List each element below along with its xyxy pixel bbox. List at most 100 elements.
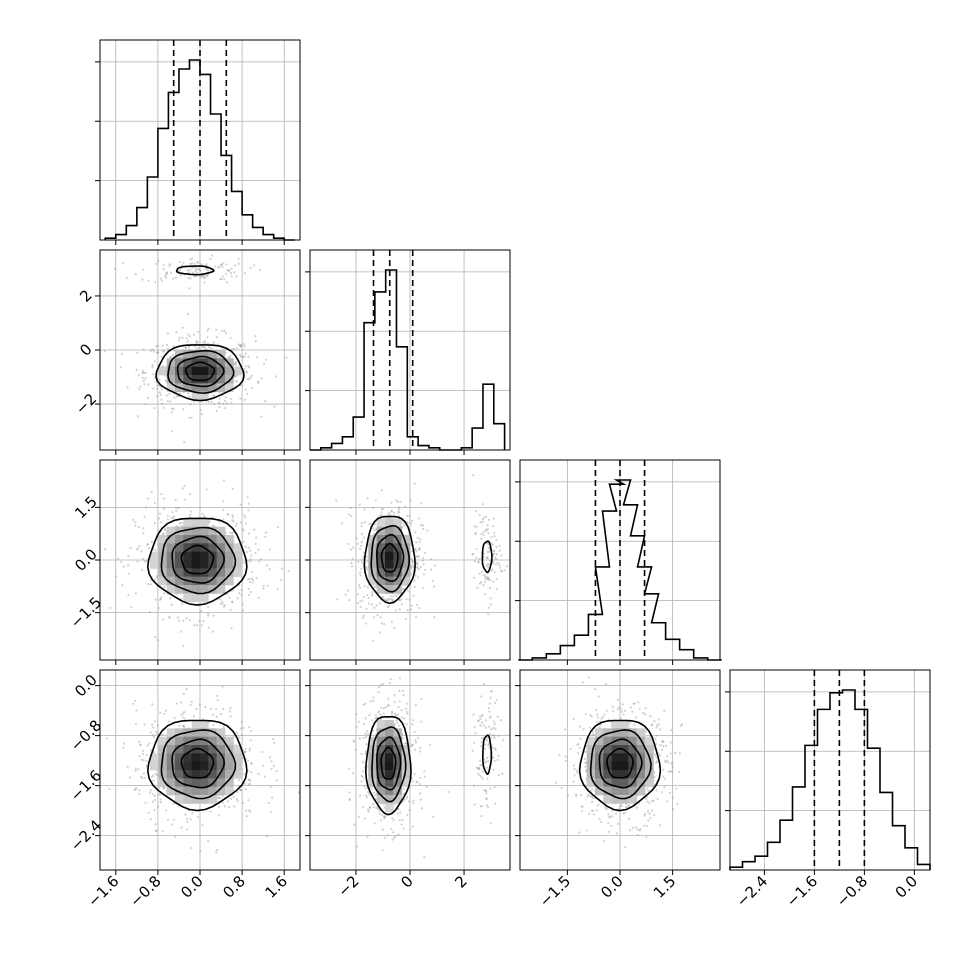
scatter-point bbox=[157, 639, 160, 642]
density-block bbox=[216, 778, 226, 788]
scatter-point bbox=[243, 345, 246, 348]
scatter-point bbox=[663, 759, 667, 762]
scatter-point bbox=[634, 826, 638, 829]
scatter-point bbox=[620, 804, 624, 807]
scatter-point bbox=[246, 496, 249, 499]
scatter-point bbox=[627, 804, 630, 807]
joint-content bbox=[103, 479, 290, 648]
scatter-point bbox=[218, 520, 221, 523]
scatter-point bbox=[394, 835, 397, 838]
scatter-point bbox=[182, 261, 185, 264]
scatter-point bbox=[172, 349, 176, 352]
scatter-point bbox=[158, 598, 162, 601]
scatter-point bbox=[668, 791, 672, 795]
scatter-point bbox=[139, 385, 142, 388]
density-block bbox=[175, 366, 184, 376]
scatter-point bbox=[153, 794, 157, 797]
scatter-point bbox=[481, 518, 485, 521]
scatter-point bbox=[579, 737, 582, 740]
density-block bbox=[376, 518, 386, 528]
scatter-point bbox=[386, 597, 390, 601]
scatter-point bbox=[215, 715, 218, 718]
density-block bbox=[191, 518, 201, 528]
scatter-point bbox=[410, 565, 413, 568]
density-block bbox=[603, 786, 613, 796]
scatter-point bbox=[193, 345, 197, 348]
scatter-point bbox=[422, 563, 425, 566]
scatter-point bbox=[390, 509, 393, 513]
scatter-point bbox=[495, 553, 498, 556]
density-block bbox=[200, 778, 209, 788]
density-block bbox=[620, 770, 629, 779]
scatter-point bbox=[139, 743, 142, 746]
scatter-point bbox=[223, 604, 226, 607]
scatter-point bbox=[366, 835, 369, 838]
scatter-point bbox=[475, 510, 478, 513]
scatter-point bbox=[236, 790, 239, 794]
scatter-point bbox=[243, 398, 247, 401]
scatter-point bbox=[622, 812, 625, 815]
scatter-point bbox=[397, 511, 400, 514]
scatter-point bbox=[193, 269, 197, 272]
scatter-point bbox=[355, 845, 359, 848]
scatter-point bbox=[216, 796, 219, 799]
scatter-point bbox=[215, 409, 218, 413]
scatter-point bbox=[484, 577, 487, 580]
scatter-point bbox=[166, 518, 169, 521]
scatter-point bbox=[208, 346, 211, 349]
scatter-point bbox=[595, 809, 598, 812]
scatter-point bbox=[408, 809, 411, 812]
density-block bbox=[183, 736, 193, 746]
scatter-point bbox=[655, 789, 658, 792]
scatter-point bbox=[484, 789, 487, 792]
scatter-point bbox=[564, 759, 567, 762]
scatter-point bbox=[350, 565, 354, 568]
density-block bbox=[401, 560, 411, 569]
scatter-point bbox=[249, 558, 252, 561]
scatter-point bbox=[158, 378, 161, 381]
density-block bbox=[393, 753, 403, 763]
scatter-point bbox=[362, 703, 365, 706]
scatter-point bbox=[248, 377, 251, 380]
scatter-point bbox=[411, 560, 415, 563]
scatter-point bbox=[170, 271, 173, 275]
scatter-point bbox=[230, 797, 233, 800]
scatter-point bbox=[149, 583, 153, 586]
scatter-point bbox=[380, 706, 383, 709]
scatter-point bbox=[480, 721, 484, 724]
scatter-point bbox=[375, 604, 378, 607]
density-block bbox=[393, 786, 403, 796]
scatter-point bbox=[171, 823, 174, 826]
scatter-point bbox=[174, 276, 178, 279]
scatter-point bbox=[120, 560, 123, 564]
scatter-point bbox=[403, 742, 407, 745]
scatter-point bbox=[341, 522, 344, 525]
scatter-point bbox=[158, 793, 162, 796]
scatter-point bbox=[402, 717, 406, 720]
scatter-point bbox=[264, 535, 267, 538]
scatter-point bbox=[477, 772, 480, 775]
scatter-point bbox=[248, 779, 251, 782]
scatter-point bbox=[280, 567, 284, 570]
scatter-point bbox=[209, 707, 213, 711]
scatter-point bbox=[127, 572, 130, 575]
density-block bbox=[216, 350, 226, 359]
scatter-point bbox=[209, 810, 212, 813]
scatter-point bbox=[595, 708, 598, 712]
scatter-point bbox=[138, 789, 141, 792]
scatter-point bbox=[419, 524, 423, 527]
scatter-point bbox=[419, 798, 422, 801]
scatter-point bbox=[178, 269, 181, 272]
scatter-point bbox=[141, 371, 144, 375]
scatter-point bbox=[142, 772, 145, 775]
density-block bbox=[208, 350, 218, 359]
density-block bbox=[216, 375, 226, 384]
scatter-point bbox=[359, 574, 362, 577]
scatter-point bbox=[587, 676, 590, 679]
density-block bbox=[191, 543, 201, 553]
scatter-point bbox=[653, 776, 656, 779]
scatter-point bbox=[177, 506, 180, 510]
scatter-point bbox=[234, 360, 237, 364]
scatter-point bbox=[153, 750, 156, 754]
density-block bbox=[216, 551, 226, 561]
